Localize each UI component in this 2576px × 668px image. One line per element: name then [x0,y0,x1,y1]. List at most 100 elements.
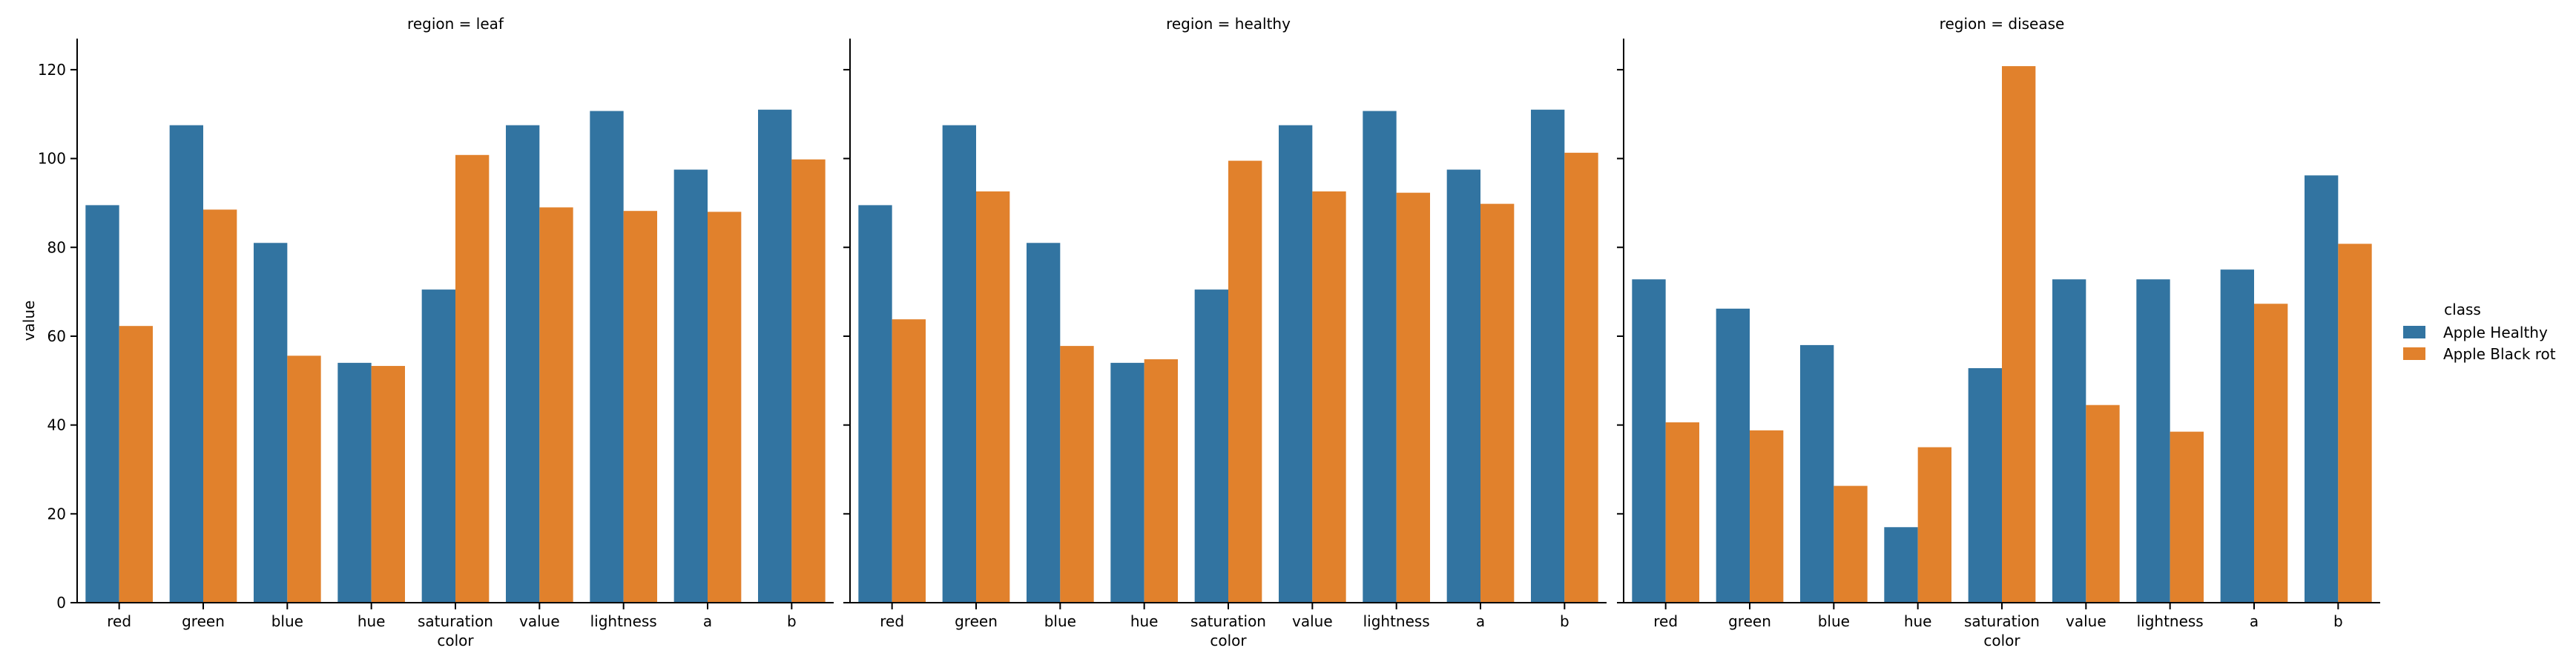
bar [2086,405,2120,603]
bar [1632,279,1666,603]
x-tick-label: red [1653,612,1678,630]
x-tick-label: blue [1044,612,1076,630]
bar [1531,109,1565,603]
bar [506,125,540,603]
legend-swatch [2403,326,2425,338]
y-tick-label: 120 [38,61,66,79]
legend-title: class [2444,301,2481,318]
x-tick-label: blue [271,612,303,630]
bar [1279,125,1313,603]
bar [2220,269,2254,603]
panel-title: region = disease [1940,15,2065,33]
bar [337,362,372,603]
bar [2170,431,2204,603]
bar [791,159,826,603]
bar [169,125,203,603]
bar [1110,362,1144,603]
x-tick-label: green [1728,612,1771,630]
x-tick-label: value [2066,612,2106,630]
x-axis-label: color [1983,632,2020,649]
bar [942,125,976,603]
bar [1968,368,2002,603]
x-tick-label: b [2333,612,2343,630]
y-tick-label: 40 [47,416,66,434]
x-tick-label: hue [358,612,386,630]
bar [1716,308,1750,603]
bar [708,212,742,603]
x-axis-label: color [437,632,474,649]
bar [2305,175,2339,603]
bar [976,191,1010,603]
bar [673,169,708,603]
bar [858,205,892,603]
bar [1884,527,1918,603]
bar [1665,422,1699,603]
panel-title: region = leaf [407,15,504,33]
x-tick-label: hue [1130,612,1159,630]
bar [1194,289,1228,603]
x-tick-label: value [519,612,560,630]
x-tick-label: saturation [418,612,493,630]
x-tick-label: green [182,612,225,630]
bar [590,111,624,603]
y-tick-label: 0 [56,594,66,612]
x-tick-label: b [787,612,797,630]
bar [892,319,926,603]
bar [421,289,455,603]
legend-label: Apple Black rot [2443,345,2556,363]
bar [1060,346,1094,603]
legend-label: Apple Healthy [2443,324,2548,341]
bar [1363,111,1397,603]
bar [2052,279,2086,603]
x-tick-label: hue [1904,612,1932,630]
x-tick-label: a [703,612,712,630]
y-tick-label: 100 [38,150,66,168]
bar [2002,66,2036,603]
bar [1396,192,1430,603]
bar [758,109,792,603]
bar [254,243,288,603]
x-tick-label: saturation [1964,612,2040,630]
y-tick-label: 20 [47,505,66,523]
bar [371,366,405,603]
bar [203,209,237,603]
bar [1228,160,1262,603]
bar [1800,344,1834,603]
bar [1750,430,1784,603]
bar [1144,359,1178,603]
bar [539,207,573,603]
bar [85,205,119,603]
bar [1480,203,1515,603]
x-tick-label: a [1476,612,1485,630]
y-axis-label: value [20,301,38,341]
bar [287,356,321,603]
panel-title: region = healthy [1166,15,1291,33]
bar [455,154,490,603]
bar [2136,279,2170,603]
x-tick-label: lightness [590,612,657,630]
x-tick-label: lightness [1363,612,1430,630]
x-axis-label: color [1210,632,1247,649]
x-tick-label: a [2250,612,2259,630]
bar [2338,243,2372,603]
y-tick-label: 80 [47,238,66,256]
bar [1027,243,1061,603]
x-tick-label: red [880,612,904,630]
bar [119,326,153,603]
bar [623,211,657,603]
bar [1312,191,1346,603]
x-tick-label: lightness [2137,612,2204,630]
x-tick-label: green [955,612,998,630]
bar [1446,169,1480,603]
bar [2254,304,2288,603]
bar [1834,485,1868,603]
x-tick-label: blue [1818,612,1850,630]
y-tick-label: 60 [47,327,66,345]
x-tick-label: value [1292,612,1333,630]
x-tick-label: red [107,612,131,630]
legend-swatch [2403,347,2425,360]
bar [1564,152,1598,603]
x-tick-label: saturation [1190,612,1266,630]
x-tick-label: b [1560,612,1569,630]
